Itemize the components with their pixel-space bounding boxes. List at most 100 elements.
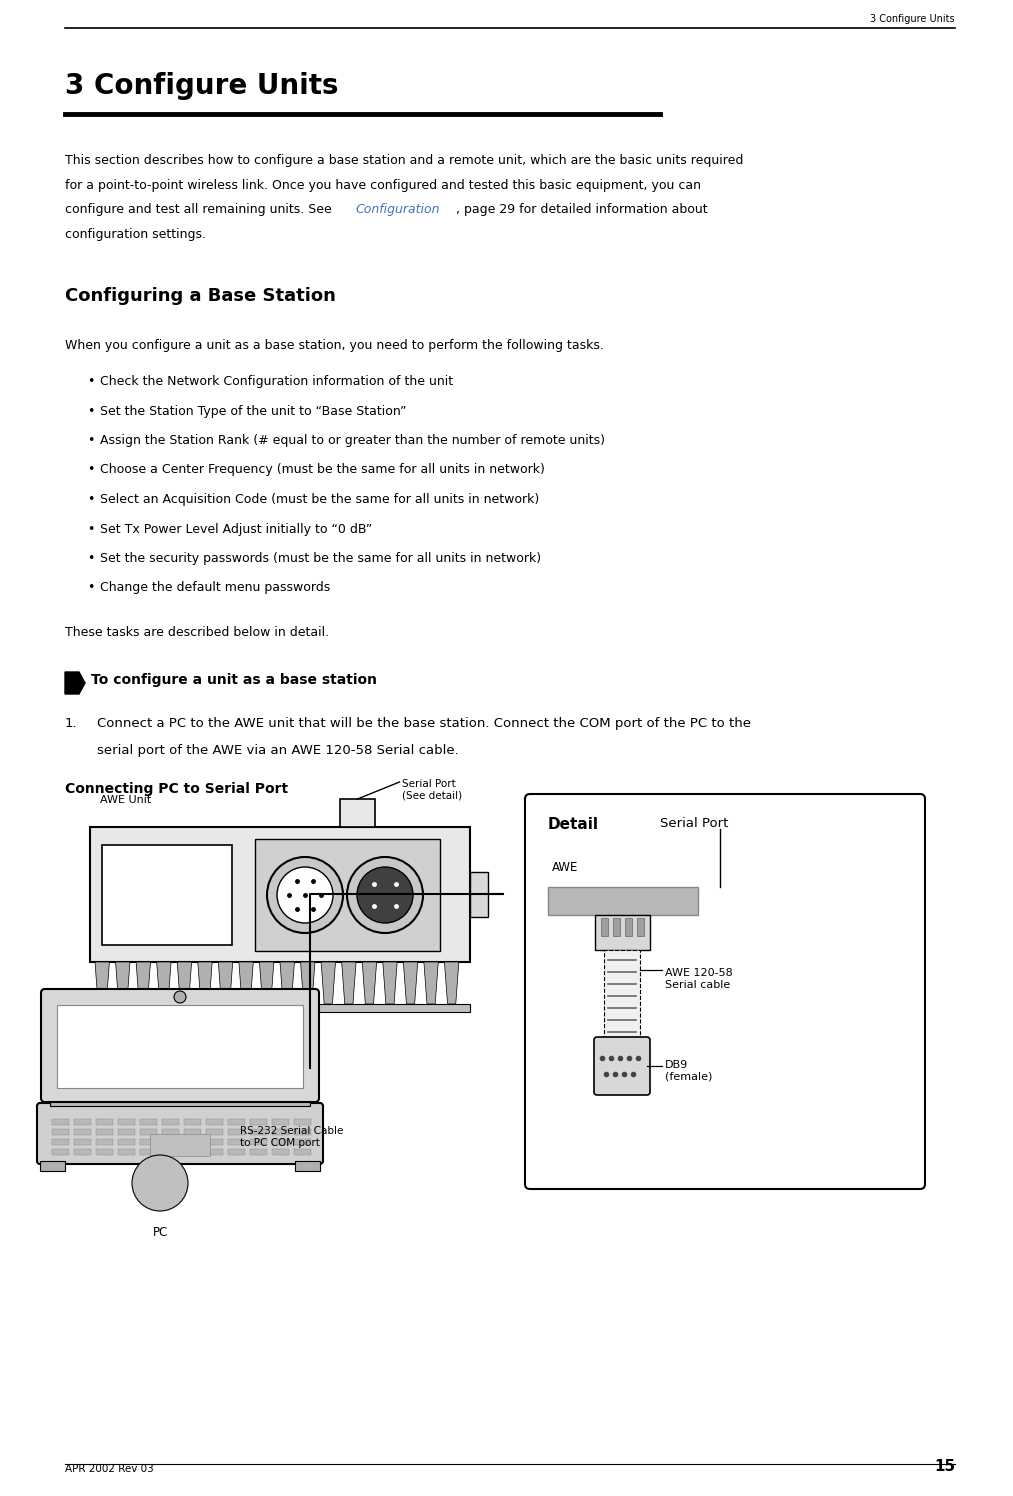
Bar bbox=[250, 1138, 267, 1144]
Text: Select an Acquisition Code (must be the same for all units in network): Select an Acquisition Code (must be the … bbox=[100, 494, 539, 506]
Text: Connecting PC to Serial Port: Connecting PC to Serial Port bbox=[65, 782, 288, 796]
Polygon shape bbox=[280, 962, 295, 1004]
Text: 15: 15 bbox=[934, 1459, 955, 1474]
Text: Check the Network Configuration information of the unit: Check the Network Configuration informat… bbox=[100, 375, 453, 387]
Text: RS-232 Serial Cable
to PC COM port: RS-232 Serial Cable to PC COM port bbox=[240, 1126, 343, 1147]
Bar bbox=[184, 1119, 201, 1125]
Text: •: • bbox=[87, 375, 94, 387]
Bar bbox=[140, 1149, 157, 1155]
Bar bbox=[295, 1161, 320, 1171]
Bar bbox=[118, 1119, 135, 1125]
Text: 3 Configure Units: 3 Configure Units bbox=[65, 72, 338, 100]
Polygon shape bbox=[239, 962, 253, 1004]
Text: •: • bbox=[87, 522, 94, 536]
Bar bbox=[96, 1128, 113, 1135]
Polygon shape bbox=[157, 962, 171, 1004]
Polygon shape bbox=[259, 962, 274, 1004]
Bar bbox=[162, 1138, 179, 1144]
Bar bbox=[613, 919, 620, 936]
Bar bbox=[250, 1149, 267, 1155]
Polygon shape bbox=[115, 962, 130, 1004]
Bar bbox=[206, 1128, 223, 1135]
Bar bbox=[595, 916, 650, 950]
Polygon shape bbox=[445, 962, 459, 1004]
Bar bbox=[96, 1119, 113, 1125]
Text: Configuring a Base Station: Configuring a Base Station bbox=[65, 287, 336, 305]
Bar bbox=[96, 1149, 113, 1155]
Text: 3 Configure Units: 3 Configure Units bbox=[870, 13, 955, 24]
Text: Assign the Station Rank (# equal to or greater than the number of remote units): Assign the Station Rank (# equal to or g… bbox=[100, 434, 605, 447]
Bar bbox=[228, 1128, 245, 1135]
Text: Serial Port
(See detail): Serial Port (See detail) bbox=[402, 779, 463, 800]
Circle shape bbox=[174, 990, 186, 1002]
Polygon shape bbox=[423, 962, 439, 1004]
Text: This section describes how to configure a base station and a remote unit, which : This section describes how to configure … bbox=[65, 154, 744, 168]
Bar bbox=[162, 1119, 179, 1125]
FancyBboxPatch shape bbox=[37, 1103, 323, 1164]
Text: Connect a PC to the AWE unit that will be the base station. Connect the COM port: Connect a PC to the AWE unit that will b… bbox=[97, 717, 751, 730]
FancyBboxPatch shape bbox=[41, 989, 319, 1103]
Text: •: • bbox=[87, 494, 94, 506]
Bar bbox=[52, 1138, 69, 1144]
Bar bbox=[604, 950, 640, 1040]
Bar bbox=[294, 1119, 311, 1125]
Text: Configuration: Configuration bbox=[356, 203, 440, 215]
Polygon shape bbox=[383, 962, 397, 1004]
Text: DB9
(female): DB9 (female) bbox=[665, 1061, 712, 1082]
Bar bbox=[150, 1134, 210, 1156]
Text: PC: PC bbox=[152, 1227, 167, 1239]
Polygon shape bbox=[219, 962, 233, 1004]
Bar bbox=[228, 1119, 245, 1125]
Polygon shape bbox=[301, 962, 315, 1004]
Bar bbox=[206, 1138, 223, 1144]
Bar bbox=[162, 1128, 179, 1135]
Text: To configure a unit as a base station: To configure a unit as a base station bbox=[91, 673, 377, 687]
Bar bbox=[625, 919, 632, 936]
Text: Set the Station Type of the unit to “Base Station”: Set the Station Type of the unit to “Bas… bbox=[100, 404, 406, 417]
Text: APR 2002 Rev 03: APR 2002 Rev 03 bbox=[65, 1465, 154, 1474]
Text: AWE Unit: AWE Unit bbox=[100, 794, 151, 805]
Bar bbox=[118, 1149, 135, 1155]
Polygon shape bbox=[198, 962, 212, 1004]
Bar bbox=[340, 799, 375, 827]
Text: •: • bbox=[87, 582, 94, 594]
Text: •: • bbox=[87, 404, 94, 417]
Text: serial port of the AWE via an AWE 120-58 Serial cable.: serial port of the AWE via an AWE 120-58… bbox=[97, 744, 459, 757]
Bar bbox=[118, 1128, 135, 1135]
Text: •: • bbox=[87, 552, 94, 565]
Text: •: • bbox=[87, 464, 94, 477]
Bar bbox=[255, 839, 440, 951]
Bar bbox=[294, 1138, 311, 1144]
Bar bbox=[184, 1149, 201, 1155]
Bar bbox=[40, 1161, 65, 1171]
Polygon shape bbox=[136, 962, 151, 1004]
Bar bbox=[272, 1128, 289, 1135]
Bar bbox=[90, 1004, 470, 1011]
Bar bbox=[74, 1149, 91, 1155]
Text: configuration settings.: configuration settings. bbox=[65, 227, 206, 241]
FancyBboxPatch shape bbox=[525, 794, 925, 1189]
Text: Choose a Center Frequency (must be the same for all units in network): Choose a Center Frequency (must be the s… bbox=[100, 464, 545, 477]
Bar bbox=[74, 1138, 91, 1144]
Bar bbox=[140, 1128, 157, 1135]
Bar bbox=[470, 872, 488, 917]
Bar bbox=[52, 1128, 69, 1135]
Text: , page 29 for detailed information about: , page 29 for detailed information about bbox=[456, 203, 708, 215]
Bar bbox=[74, 1128, 91, 1135]
Text: When you configure a unit as a base station, you need to perform the following t: When you configure a unit as a base stat… bbox=[65, 340, 604, 352]
Text: for a point-to-point wireless link. Once you have configured and tested this bas: for a point-to-point wireless link. Once… bbox=[65, 178, 701, 191]
Text: •: • bbox=[87, 434, 94, 447]
Polygon shape bbox=[177, 962, 191, 1004]
Bar bbox=[184, 1138, 201, 1144]
Polygon shape bbox=[95, 962, 109, 1004]
Bar bbox=[272, 1138, 289, 1144]
Bar bbox=[601, 919, 608, 936]
Circle shape bbox=[277, 868, 333, 923]
Text: Serial Port: Serial Port bbox=[660, 817, 728, 830]
Bar bbox=[102, 845, 232, 945]
Bar bbox=[294, 1128, 311, 1135]
Circle shape bbox=[347, 857, 423, 934]
Text: These tasks are described below in detail.: These tasks are described below in detai… bbox=[65, 625, 329, 639]
Bar bbox=[272, 1149, 289, 1155]
Bar bbox=[228, 1149, 245, 1155]
